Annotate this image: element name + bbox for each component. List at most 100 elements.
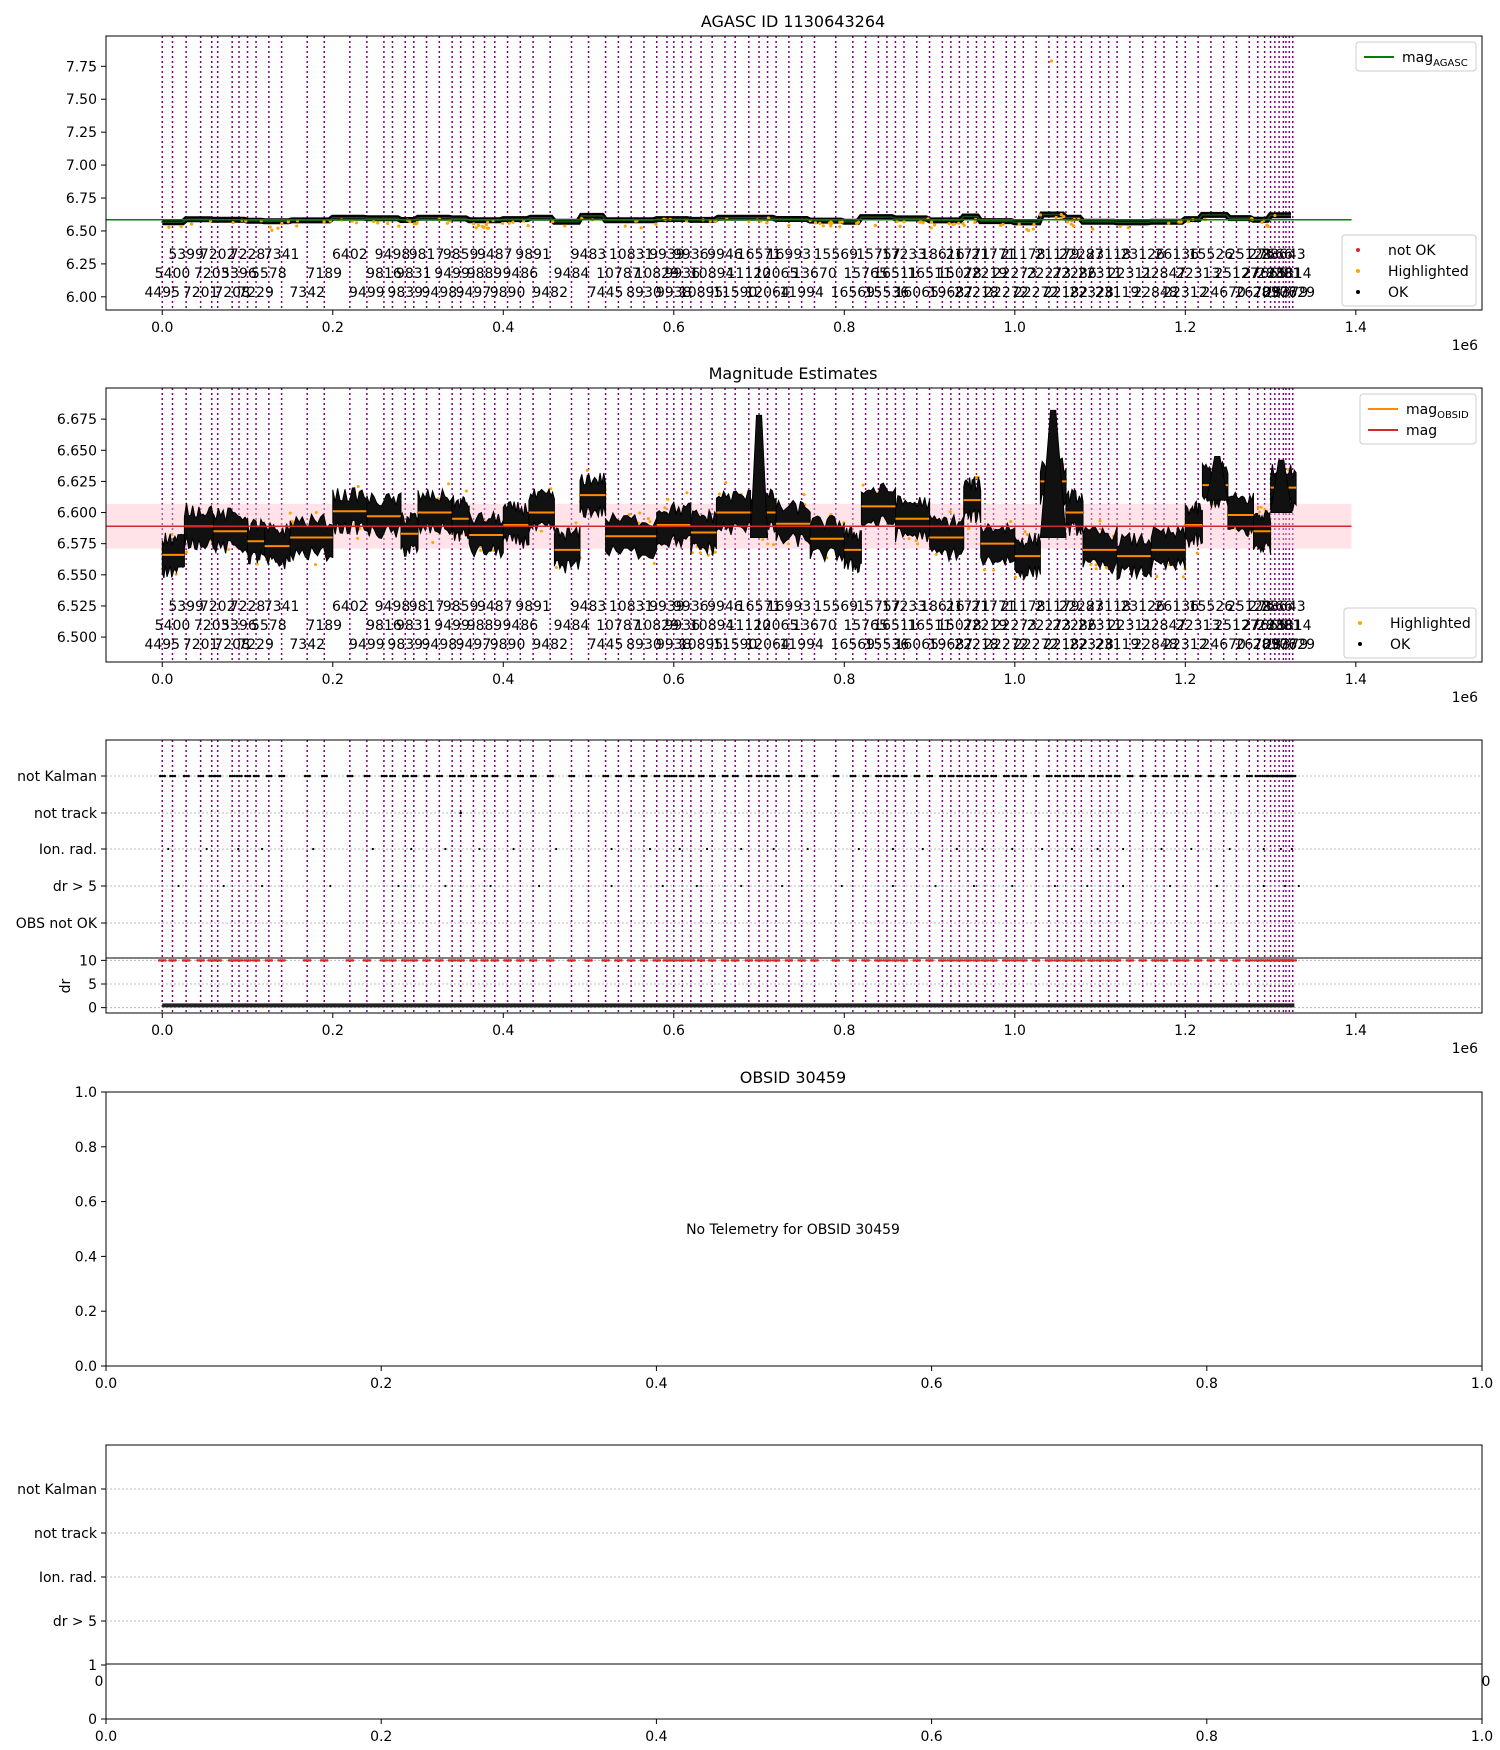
obsid-label: 7203 xyxy=(194,266,230,282)
obsid-label: 7445 xyxy=(588,285,624,301)
not-kalman-point xyxy=(604,774,608,778)
not-kalman-point xyxy=(532,774,535,778)
dr-point-red xyxy=(978,959,981,962)
dr-point-red xyxy=(707,959,711,962)
highlighted-point xyxy=(652,562,656,566)
x-tick-label: 0.8 xyxy=(833,320,855,336)
not-kalman-point xyxy=(1047,774,1051,778)
dr-point-red xyxy=(306,959,310,962)
not-kalman-point xyxy=(977,774,981,778)
ion-rad-point xyxy=(1262,847,1265,851)
dr-point-red xyxy=(441,959,444,962)
highlighted-point xyxy=(314,563,318,567)
agasc-highlighted-point xyxy=(270,228,274,232)
dr-point-red xyxy=(734,959,738,962)
obsid-label: 22219 xyxy=(963,266,1008,282)
dr-point-red xyxy=(522,959,525,962)
not-kalman-point xyxy=(1054,774,1057,778)
obsid-label: 15536 xyxy=(865,637,910,653)
magnitude-title: Magnitude Estimates xyxy=(709,364,878,383)
y-tick-label: 6.650 xyxy=(57,443,97,459)
dr-point-red xyxy=(976,959,979,962)
dr-point-red xyxy=(835,959,839,962)
agasc-highlighted-point xyxy=(354,221,359,225)
agasc-title: AGASC ID 1130643264 xyxy=(701,12,885,31)
y-tick-label: 0.8 xyxy=(75,1140,97,1156)
x-tick-label: 0.6 xyxy=(920,1376,942,1392)
dr-point-red xyxy=(790,959,794,962)
dr-axis-label: dr xyxy=(58,978,74,993)
ion-rad-point xyxy=(705,847,709,851)
not-kalman-point xyxy=(862,774,865,778)
not-kalman-point xyxy=(1007,774,1010,778)
agasc-highlighted-point xyxy=(1025,227,1029,231)
flags-axes: not Kalman not track Ion. rad. dr > 5 OBS no… xyxy=(16,769,1367,1039)
dr-point-red xyxy=(965,959,969,962)
obsid-label: 10894 xyxy=(690,618,735,634)
dr-point-red xyxy=(415,959,419,962)
agasc-highlighted-point xyxy=(902,220,906,224)
dr-point-red xyxy=(1290,959,1294,962)
not-kalman-point xyxy=(169,774,172,778)
not-kalman-point xyxy=(491,774,495,778)
dr-point-red xyxy=(786,959,790,962)
obsid-label: 22273 xyxy=(993,266,1038,282)
not-kalman-point xyxy=(1105,774,1108,778)
dr-gt-5-point xyxy=(891,884,895,888)
agasc-highlighted-point xyxy=(372,219,376,224)
dr-point-red xyxy=(696,959,700,962)
dr-point-red xyxy=(1142,959,1145,962)
agasc-highlighted-point xyxy=(276,226,280,230)
y-tick-label: 6.75 xyxy=(66,191,97,207)
not-kalman-point xyxy=(1002,774,1006,778)
dr-point-red xyxy=(1279,959,1282,962)
dr-point-red xyxy=(1118,959,1122,962)
dr-gt-5-point xyxy=(489,884,492,888)
dr-point-red xyxy=(1234,959,1237,962)
obsid-label: 22848 xyxy=(1133,285,1178,301)
not-kalman-point xyxy=(1092,774,1096,778)
not-kalman-point xyxy=(969,774,972,778)
dr-point-red xyxy=(1155,959,1158,962)
dr-point-red xyxy=(702,959,706,962)
x-tick-label: 1.0 xyxy=(1004,320,1026,336)
obsid-label: 7228 xyxy=(230,599,266,615)
highlighted-point xyxy=(627,513,631,517)
dr-point-red xyxy=(435,959,438,962)
dr-point-red xyxy=(709,959,713,962)
not-kalman-point xyxy=(1113,774,1117,778)
not-kalman-point xyxy=(495,774,499,778)
agasc-highlighted-point xyxy=(873,223,877,227)
dr-point-red xyxy=(732,959,736,962)
not-kalman-point xyxy=(747,774,751,778)
obsid-label: 25128 xyxy=(1227,599,1272,615)
not-kalman-point xyxy=(1258,774,1262,778)
dr-gt-5-point xyxy=(1215,884,1218,888)
flags-panel: not Kalman not track Ion. rad. dr > 5 OBS no… xyxy=(16,739,1483,1057)
flag-label: dr > 5 xyxy=(53,1614,97,1630)
dr-gt-5-point xyxy=(1086,884,1089,888)
not-kalman-point xyxy=(320,774,324,778)
dr-point-red xyxy=(345,959,349,962)
not-kalman-point xyxy=(252,774,256,778)
obsid-label: 28377 xyxy=(1253,285,1298,301)
dr-point-red xyxy=(982,959,986,962)
dr-point-red xyxy=(1035,959,1039,962)
obsid-label: 10829 xyxy=(634,618,679,634)
obsid-label: 9487 xyxy=(477,247,513,263)
dr-point-red xyxy=(833,959,837,962)
not-kalman-point xyxy=(1254,774,1258,778)
obsid-label: 30629 xyxy=(1270,637,1315,653)
dr-point-red xyxy=(402,959,406,962)
obsid-label: 7189 xyxy=(306,266,342,282)
not-kalman-point xyxy=(436,774,439,778)
x-tick-label: 1.4 xyxy=(1345,320,1367,336)
agasc-highlighted-point xyxy=(486,220,490,224)
not-kalman-point xyxy=(832,774,836,778)
highlighted-point xyxy=(1023,530,1027,534)
dr-point-red xyxy=(1253,959,1257,962)
obsid-label: 21179 xyxy=(1035,247,1080,263)
obsid-label: 15526 xyxy=(1189,247,1234,263)
dr-point-red xyxy=(916,959,920,962)
dr-point-red xyxy=(863,959,866,962)
